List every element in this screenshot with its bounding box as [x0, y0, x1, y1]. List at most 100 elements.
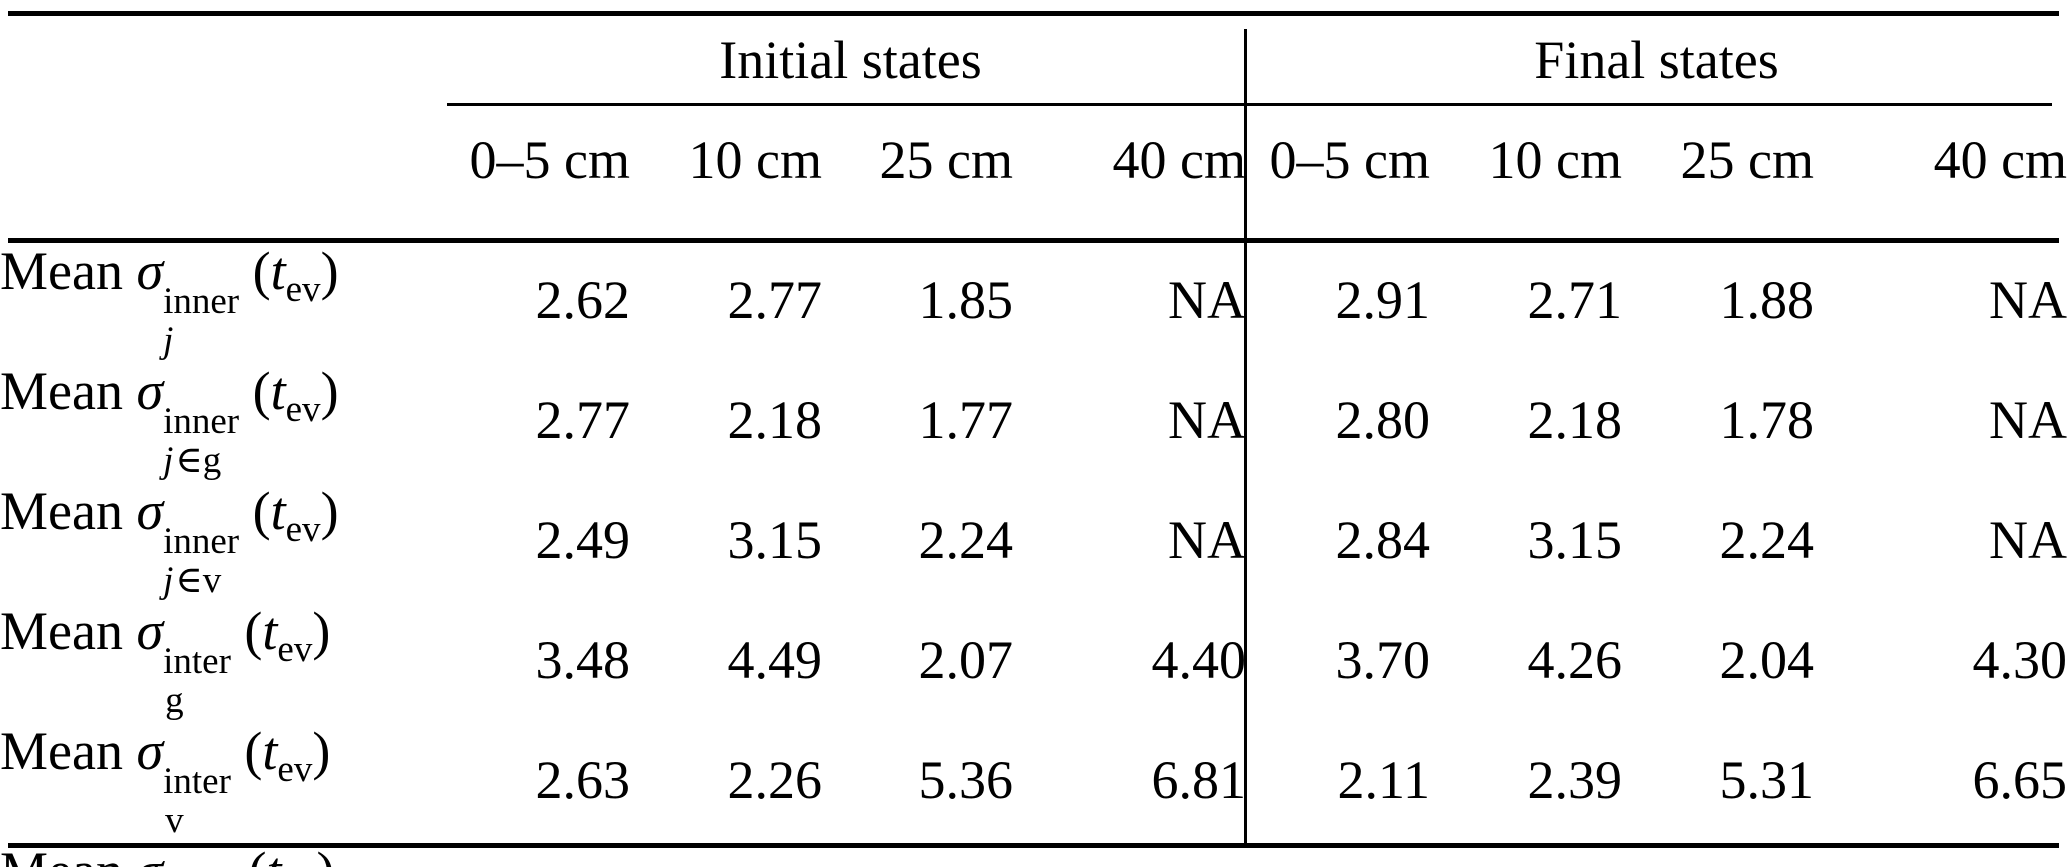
paren-close: ) — [320, 361, 339, 421]
bottom-rule — [8, 843, 2059, 848]
column-header: 25 cm — [1680, 129, 1814, 190]
sigma-subscript-italic: j — [163, 320, 174, 361]
table-cell: NA — [1989, 510, 2067, 570]
table-cell: NA — [1168, 390, 1246, 450]
time-symbol: t — [262, 721, 278, 781]
table-cell: 6.65 — [1972, 750, 2067, 810]
time-argument: (tev) — [252, 241, 339, 310]
table-cell: 2.49 — [535, 510, 631, 570]
table-cell: 2.77 — [535, 390, 631, 450]
sigma-symbol: σ — [136, 361, 164, 421]
time-subscript: ev — [285, 269, 321, 310]
table-cell: 2.62 — [535, 270, 631, 330]
table-cell: 2.18 — [1527, 390, 1623, 450]
time-symbol: t — [262, 601, 278, 661]
paren-close: ) — [320, 481, 339, 541]
table-cell: 6.81 — [1151, 750, 1247, 810]
table-cell: 2.39 — [1527, 750, 1623, 810]
table-cell: 1.71 — [1013, 840, 1246, 867]
time-subscript: ev — [277, 749, 313, 790]
table-cell: 3.48 — [535, 630, 631, 690]
table-cell: 3.15 — [1527, 510, 1623, 570]
time-argument: (tev) — [249, 841, 335, 867]
sigma-supsub: inner j — [163, 282, 239, 360]
row-label-prefix: Mean — [0, 241, 123, 301]
table-row: Mean σ inter g (tev) 3.48 4.49 2.07 4.40 3… — [0, 600, 2067, 720]
table-cell: NA — [1168, 510, 1246, 570]
time-symbol: t — [270, 361, 286, 421]
column-header: 40 cm — [1933, 129, 2067, 190]
table-cell: 2.12 — [455, 840, 630, 867]
sigma-supsub: inter v — [163, 762, 231, 840]
time-symbol: t — [270, 481, 286, 541]
row-label-prefix: Mean — [0, 721, 123, 781]
row-label: Mean σ inner j (tev) — [0, 240, 455, 360]
sigma-subscript-rest: g — [165, 680, 184, 721]
table-cell: 2.07 — [918, 630, 1014, 690]
time-argument: (tev) — [252, 481, 339, 550]
table-cell: 4.30 — [1972, 630, 2067, 690]
paren-open: ( — [249, 841, 267, 867]
sigma-subscript-rest: ∈v — [175, 560, 222, 601]
paren-open: ( — [252, 481, 271, 541]
time-subscript: ev — [285, 389, 321, 430]
table-row: Mean σ inner j∈g (tev) 2.77 2.18 1.77 NA 2… — [0, 360, 2067, 480]
table-cell: 5.31 — [1719, 750, 1815, 810]
column-header: 10 cm — [1488, 129, 1622, 190]
table-cell: NA — [1989, 390, 2067, 450]
table-cell: 5.36 — [918, 750, 1014, 810]
time-subscript: ev — [285, 509, 321, 550]
column-header: 10 cm — [688, 129, 822, 190]
row-label-prefix: Mean — [0, 481, 123, 541]
paren-open: ( — [244, 601, 263, 661]
row-label: Mean σbetw (tev) — [0, 840, 455, 867]
table-cell: 2.91 — [1335, 270, 1431, 330]
table-cell: 1.98 — [1430, 840, 1622, 867]
top-rule — [8, 11, 2059, 16]
sigma-superscript: inter — [163, 641, 231, 682]
table-cell: 4.40 — [1151, 630, 1247, 690]
paren-close: ) — [320, 241, 339, 301]
table-cell: 2.71 — [1527, 270, 1623, 330]
paren-open: ( — [252, 241, 271, 301]
table-cell: 3.78 — [1246, 840, 1430, 867]
table-cell: 3.70 — [1335, 630, 1431, 690]
sigma-subscript-italic: j — [163, 440, 174, 481]
sigma-supsub: inter g — [163, 642, 231, 720]
table-cell: 1.55 — [1814, 840, 2067, 867]
sigma-subscript: j∈g — [163, 441, 221, 480]
row-label: Mean σ inner j∈v (tev) — [0, 480, 455, 600]
sigma-subscript: g — [163, 681, 184, 720]
paren-close: ) — [312, 601, 331, 661]
sigma-superscript: inter — [163, 761, 231, 802]
time-symbol: t — [270, 241, 286, 301]
sigma-symbol: σ — [136, 721, 164, 781]
sigma-subscript: j — [163, 321, 175, 360]
paren-open: ( — [244, 721, 263, 781]
time-argument: (tev) — [252, 361, 339, 430]
sigma-subscript: v — [163, 801, 184, 840]
paren-open: ( — [252, 361, 271, 421]
time-subscript: ev — [277, 629, 313, 670]
column-header: 0–5 cm — [469, 129, 630, 190]
paren-close: ) — [316, 841, 334, 867]
sigma-symbol: σ — [136, 601, 164, 661]
sigma-subscript: j∈v — [163, 561, 221, 600]
table-cell: NA — [1168, 270, 1246, 330]
table-cell: 2.77 — [727, 270, 823, 330]
sigma-superscript: inner — [163, 281, 240, 322]
table-cell: 1.88 — [1719, 270, 1815, 330]
table-row: Mean σ inner j (tev) 2.62 2.77 1.85 NA 2.9… — [0, 240, 2067, 360]
sigma-subscript-italic: j — [163, 560, 174, 601]
sigma-supsub: inner j∈g — [163, 402, 239, 480]
table-cell: 1.78 — [1719, 390, 1815, 450]
paren-close: ) — [312, 721, 331, 781]
table-cell: 2.20 — [630, 840, 822, 867]
sigma-superscript: inner — [163, 521, 240, 562]
empty-stub-cell — [0, 16, 455, 103]
group-header-final-states: Final states — [1534, 29, 1779, 90]
row-label: Mean σ inner j∈g (tev) — [0, 360, 455, 480]
sigma-superscript: inner — [163, 401, 240, 442]
table-cell: 2.11 — [1337, 750, 1431, 810]
